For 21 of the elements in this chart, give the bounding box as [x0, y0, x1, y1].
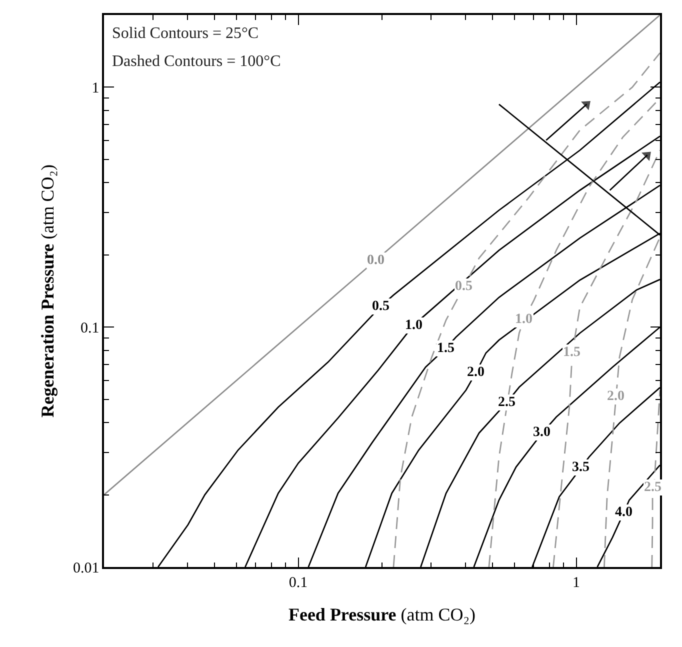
x-axis-title: Feed Pressure (atm CO₂) [288, 604, 476, 624]
annotation: 2.5 [498, 395, 516, 410]
annotation: 0.5 [372, 299, 390, 314]
annotation: 2.0 [467, 365, 484, 380]
annotation: 0.5 [455, 279, 472, 294]
annotation: Dashed Contours = 100°C [112, 53, 281, 70]
annotation: 1.5 [563, 345, 580, 360]
annotation: 2.5 [644, 480, 662, 495]
annotation: 0.0 [367, 253, 384, 268]
annotation: 4.0 [615, 505, 632, 520]
annotation: Solid Contours = 25°C [112, 25, 259, 42]
y-tick-label: 1 [92, 80, 100, 96]
annotation: 1.0 [515, 312, 532, 327]
y-tick-label: 0.1 [80, 320, 100, 336]
annotation: 3.5 [572, 460, 590, 475]
annotation: 3.0 [533, 425, 550, 440]
annotation: 2.0 [607, 389, 624, 404]
annotation: 1.5 [437, 341, 454, 356]
annotation: 1.0 [405, 318, 422, 333]
y-axis-title: Regeneration Pressure (atm CO₂) [38, 164, 58, 418]
y-tick-label: 0.01 [73, 560, 100, 576]
